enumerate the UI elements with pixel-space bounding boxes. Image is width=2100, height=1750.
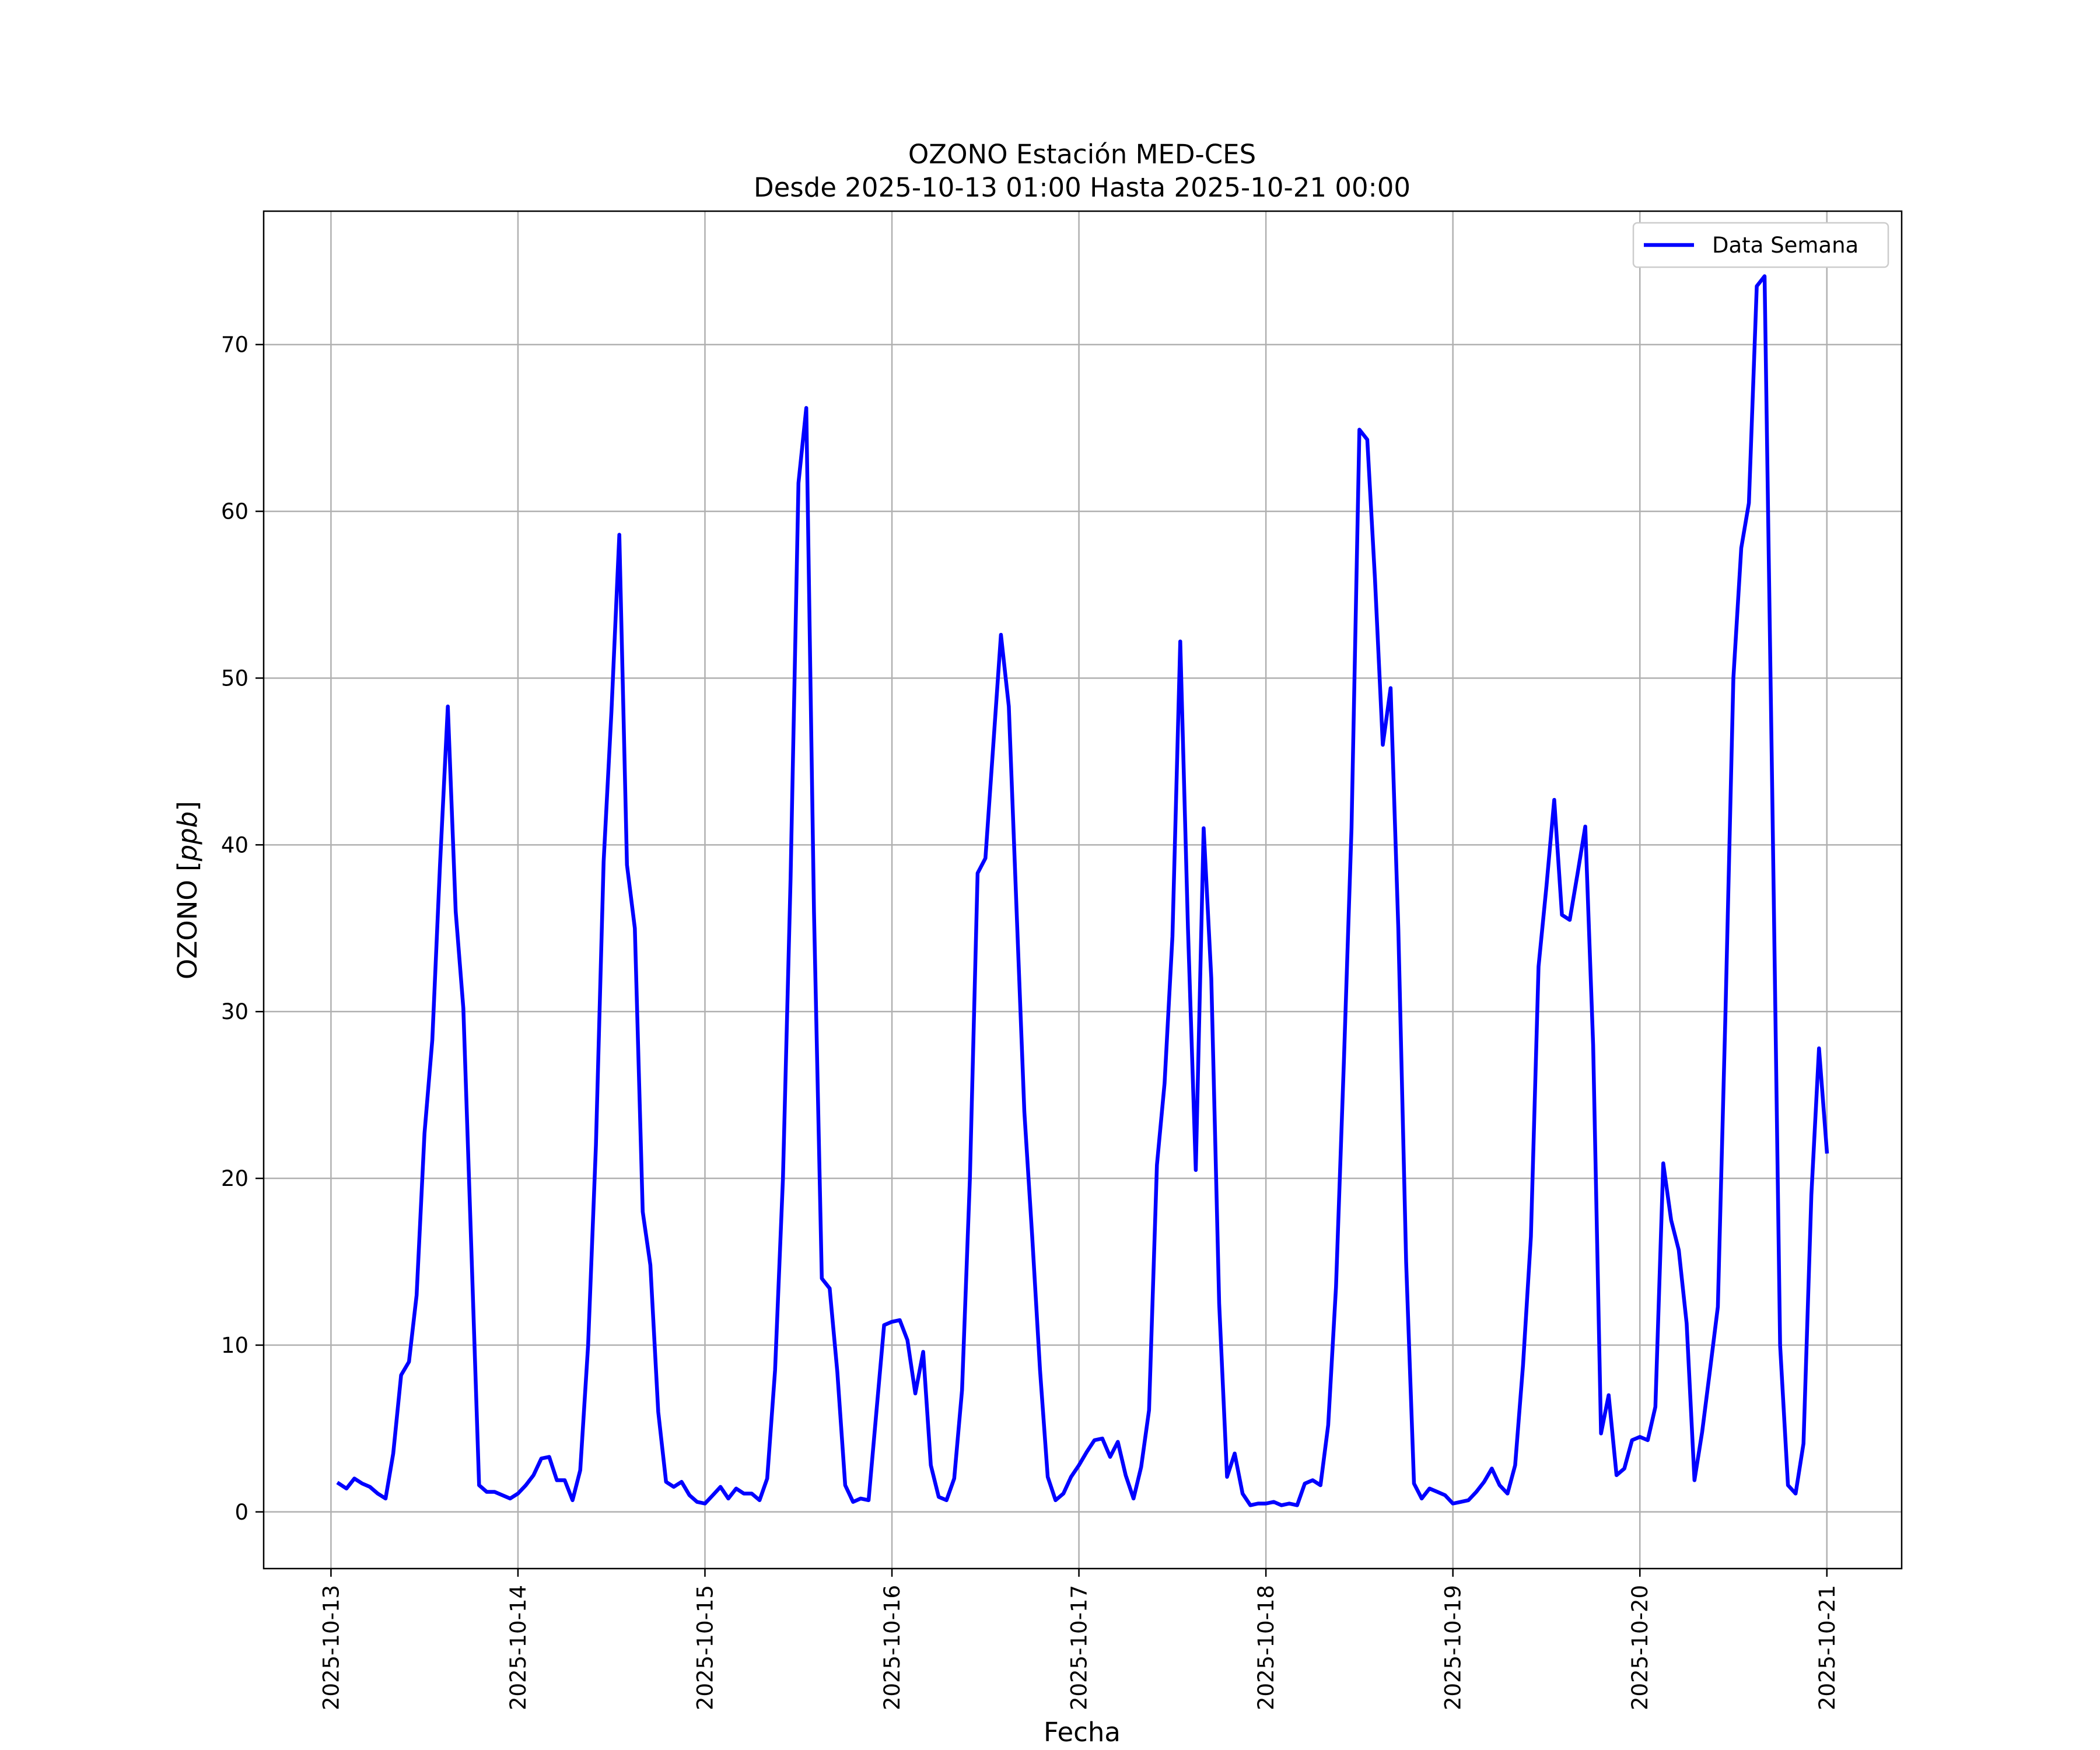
- x-tick-label: 2025-10-17: [1067, 1585, 1092, 1710]
- y-tick-label: 10: [221, 1333, 249, 1358]
- x-tick-label: 2025-10-19: [1441, 1585, 1466, 1710]
- ticks: 2025-10-13 2025-10-14 2025-10-15 2025-10-16…: [221, 332, 1840, 1710]
- chart-subtitle: Desde 2025-10-13 01:00 Hasta 2025-10-21 …: [754, 172, 1410, 203]
- y-axis-label: OZONO [ppb]: [172, 801, 203, 979]
- y-axis-label-close: ]: [172, 801, 203, 811]
- legend: Data Semana: [1632, 222, 1889, 268]
- grid: [264, 211, 1902, 1569]
- x-tick-label: 2025-10-13: [318, 1585, 344, 1710]
- chart-title: OZONO Estación MED-CES: [908, 139, 1256, 170]
- legend-box: [1632, 222, 1889, 268]
- y-axis-label-unit: ppb: [172, 811, 203, 862]
- y-tick-label: 0: [235, 1500, 249, 1525]
- y-tick-label: 30: [221, 999, 249, 1024]
- plot-frame: [262, 210, 1903, 1570]
- x-tick-label: 2025-10-16: [880, 1585, 905, 1710]
- y-tick-label: 40: [221, 832, 249, 858]
- y-tick-label: 70: [221, 332, 249, 358]
- y-tick-label: 50: [221, 666, 249, 691]
- x-axis-label: Fecha: [1044, 1717, 1121, 1748]
- y-tick-label: 20: [221, 1166, 249, 1191]
- legend-label: Data Semana: [1712, 233, 1859, 258]
- x-tick-label: 2025-10-15: [692, 1585, 718, 1710]
- x-tick-label: 2025-10-21: [1815, 1585, 1840, 1710]
- y-axis-label-main: OZONO [: [172, 861, 203, 979]
- x-tick-label: 2025-10-20: [1628, 1585, 1653, 1710]
- series-layer: [336, 274, 1829, 1507]
- x-tick-label: 2025-10-14: [506, 1585, 531, 1710]
- series-line: [336, 274, 1829, 1507]
- x-tick-label: 2025-10-18: [1254, 1585, 1279, 1710]
- y-tick-label: 60: [221, 499, 249, 524]
